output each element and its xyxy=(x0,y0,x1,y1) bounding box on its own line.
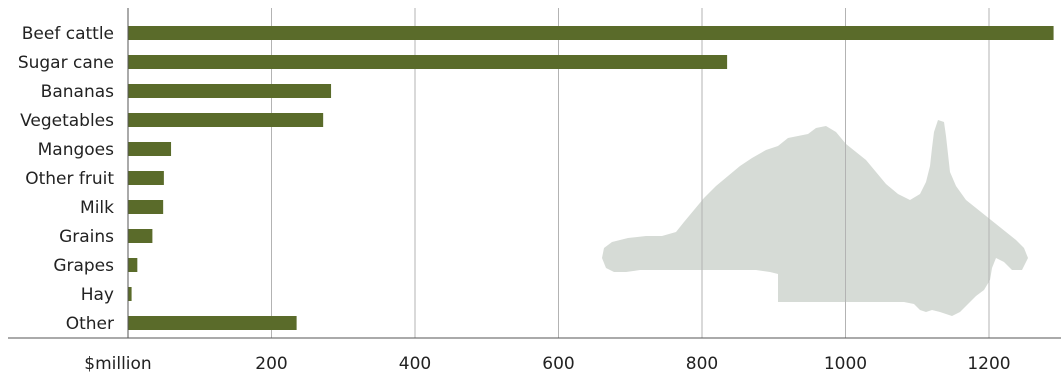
x-tick-label: 400 xyxy=(399,354,431,374)
category-label: Grains xyxy=(59,227,114,247)
category-label: Hay xyxy=(81,285,114,305)
x-axis-unit-label: $million xyxy=(84,354,151,374)
category-labels: Beef cattle Sugar cane Bananas Vegetables Ma… xyxy=(18,24,115,334)
bar-beef-cattle xyxy=(128,26,1054,40)
bar-mangoes xyxy=(128,142,172,156)
x-tick-label: 800 xyxy=(686,354,718,374)
category-label: Mangoes xyxy=(38,140,115,160)
bar-other xyxy=(128,316,297,330)
category-label: Beef cattle xyxy=(22,24,114,44)
x-tick-label: 600 xyxy=(542,354,574,374)
bar-sugar-cane xyxy=(128,55,728,69)
x-tick-label: 1200 xyxy=(967,354,1010,374)
bar-bananas xyxy=(128,84,332,98)
bar-other-fruit xyxy=(128,171,164,185)
category-label: Vegetables xyxy=(20,111,114,131)
bar-vegetables xyxy=(128,113,324,127)
category-label: Grapes xyxy=(53,256,114,276)
bar-grapes xyxy=(128,258,138,272)
x-tick-labels: 200 400 600 800 1000 1200 xyxy=(255,354,1010,374)
x-tick-label: 200 xyxy=(255,354,287,374)
category-label: Other xyxy=(66,314,114,334)
x-tick-label: 1000 xyxy=(824,354,867,374)
category-label: Other fruit xyxy=(25,169,114,189)
northern-australia-map-silhouette xyxy=(602,120,1028,316)
bar-grains xyxy=(128,229,153,243)
bar-hay xyxy=(128,287,132,301)
bars xyxy=(128,26,1054,330)
category-label: Sugar cane xyxy=(18,53,114,73)
category-label: Milk xyxy=(80,198,114,218)
bar-milk xyxy=(128,200,164,214)
category-label: Bananas xyxy=(41,82,114,102)
